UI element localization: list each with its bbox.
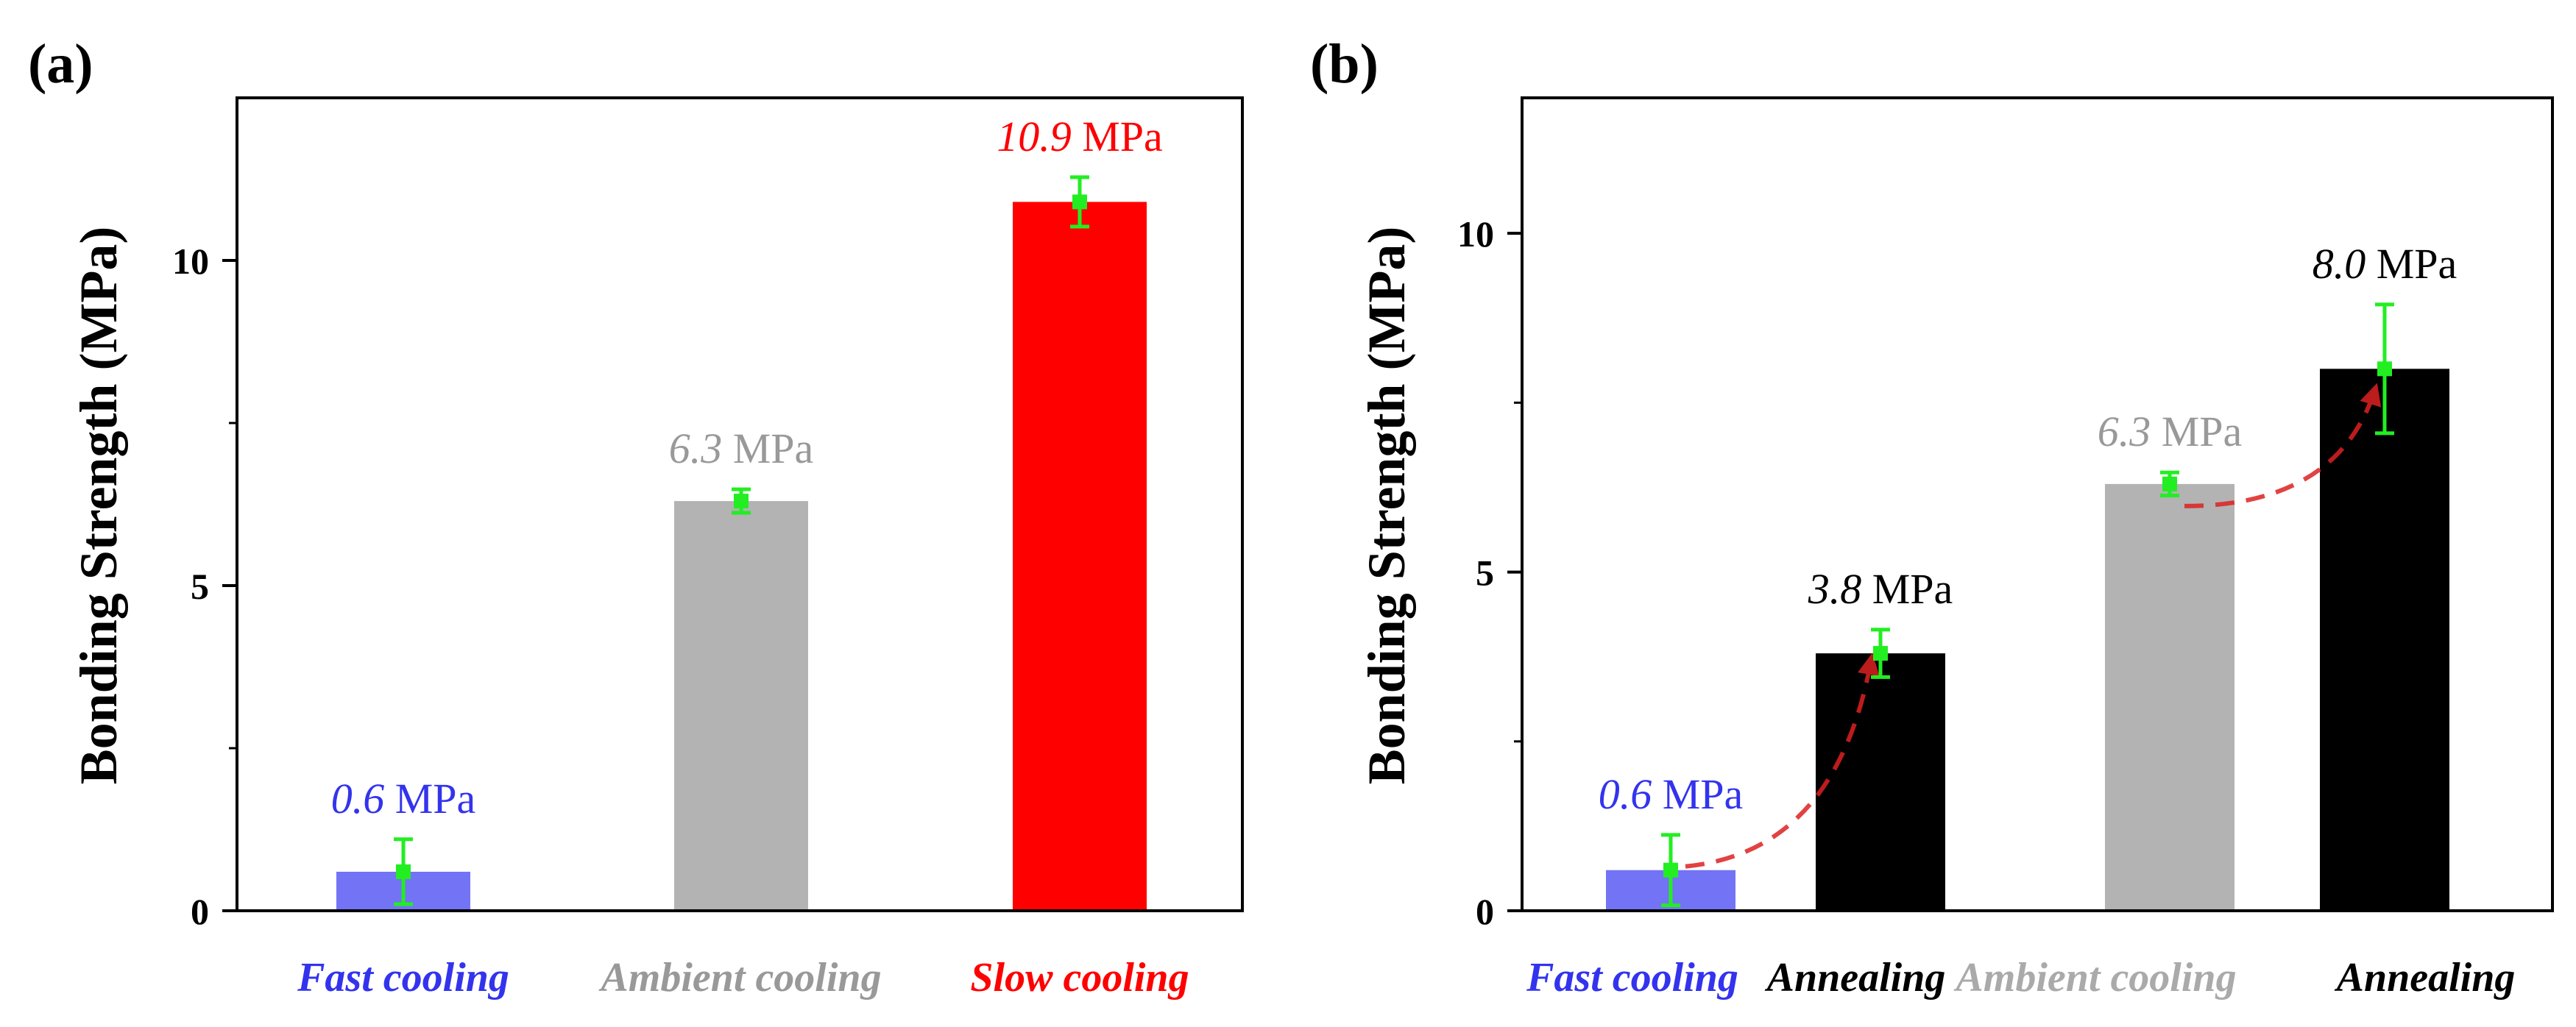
y-tick-label: 0 — [1476, 891, 1494, 932]
panel-a-plot-frame — [236, 96, 1244, 912]
mean-marker-3 — [2162, 476, 2177, 491]
bar-2 — [674, 501, 808, 911]
mean-marker-2 — [734, 494, 749, 509]
x-category-label-3: Ambient cooling — [1953, 955, 2236, 1001]
panel-a-chart-content: 0 5 10 0.6 MPa 6.3 MPa 10.9 MPa Fast cooling Am… — [172, 113, 1189, 1001]
value-label-2: 6.3 MPa — [669, 424, 814, 472]
y-tick-label: 0 — [191, 891, 209, 932]
value-label-3: 6.3 MPa — [2098, 408, 2243, 455]
panel-a-label: (a) — [28, 33, 93, 95]
panel-b-chart-content: 0 5 10 0.6 MPa 3.8 MPa 6.3 MPa 8.0 MPa Fast coo… — [1457, 213, 2515, 1001]
mean-marker-1 — [1663, 862, 1678, 878]
dashed-arrow-2 — [2184, 383, 2382, 508]
mean-marker-4 — [2377, 361, 2392, 377]
x-category-label-2: Annealing — [1765, 955, 1946, 1001]
bar-4 — [2320, 369, 2449, 911]
mean-marker-2 — [1873, 646, 1888, 661]
x-category-label-4: Annealing — [2335, 955, 2516, 1001]
x-category-label-2: Ambient cooling — [598, 955, 881, 1001]
bar-3 — [1013, 202, 1147, 911]
value-label-4: 8.0 MPa — [2313, 240, 2458, 288]
bar-3 — [2105, 483, 2234, 911]
y-tick-label: 5 — [191, 566, 209, 607]
x-category-label-3: Slow cooling — [970, 955, 1189, 1001]
value-label-1: 0.6 MPa — [331, 775, 476, 822]
value-label-1: 0.6 MPa — [1599, 770, 1744, 818]
panel-b-label: (b) — [1310, 33, 1379, 95]
y-tick-label: 5 — [1476, 552, 1494, 594]
value-label-3: 10.9 MPa — [997, 113, 1163, 160]
y-tick-label: 10 — [172, 241, 209, 282]
dashed-arrow-1 — [1685, 653, 1880, 869]
y-tick-label: 10 — [1457, 213, 1494, 255]
panel-a: (a) 0 5 10 0.6 MPa 6.3 MPa 10.9 MPa Fast cooli… — [28, 33, 1244, 1001]
mean-marker-3 — [1072, 194, 1087, 210]
value-label-2: 3.8 MPa — [1808, 565, 1953, 613]
panel-b-y-axis-label: Bonding Strength (MPa) — [1357, 227, 1416, 785]
panel-a-y-axis-label: Bonding Strength (MPa) — [69, 227, 128, 785]
mean-marker-1 — [396, 864, 411, 879]
panel-b: (b) 0 5 10 0.6 MPa 3.8 MPa 6.3 MPa 8.0 MPa Fast… — [1310, 33, 2554, 1001]
panel-b-plot-frame — [1521, 96, 2554, 912]
x-category-label-1: Fast cooling — [1526, 955, 1738, 1001]
x-category-label-1: Fast cooling — [297, 955, 509, 1001]
bar-2 — [1816, 653, 1945, 911]
